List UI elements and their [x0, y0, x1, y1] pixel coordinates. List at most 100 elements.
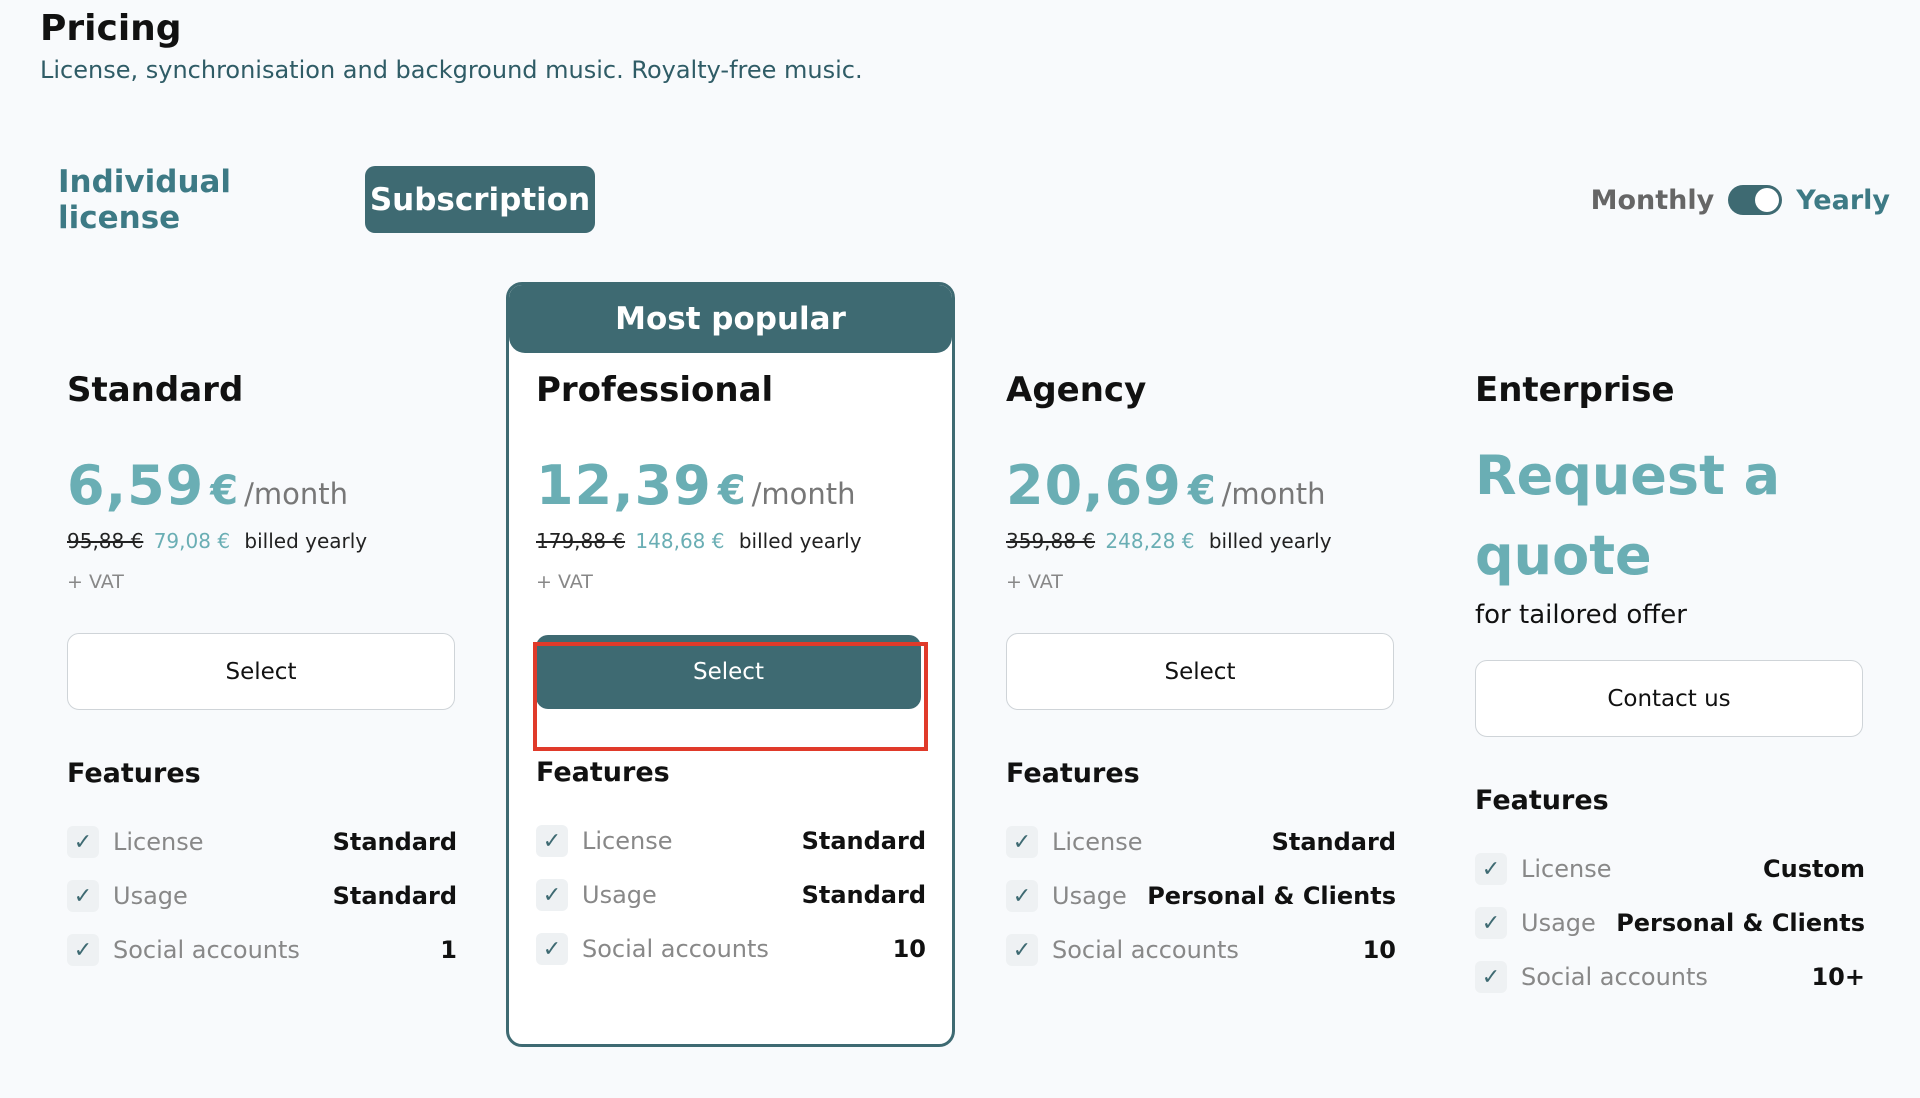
feature-label: License: [582, 827, 673, 855]
features-title: Features: [536, 757, 670, 788]
feature-value: Standard: [801, 827, 926, 855]
new-price: 148,68 €: [635, 529, 725, 553]
feature-value: Standard: [801, 881, 926, 909]
feature-value: 10: [892, 935, 926, 963]
feature-row: ✓ Usage Standard: [67, 869, 457, 923]
feature-label: License: [1521, 855, 1612, 883]
feature-value: 1: [440, 936, 457, 964]
feature-row: ✓ License Custom: [1475, 842, 1865, 896]
select-button-professional[interactable]: Select: [536, 635, 921, 709]
billing-yearly-label[interactable]: Yearly: [1796, 184, 1890, 216]
new-price: 79,08 €: [153, 529, 231, 553]
plan-agency: Agency 20,69 € /month 359,88 € 248,28 € …: [1006, 370, 1396, 1010]
page-subtitle: License, synchronisation and background …: [40, 56, 863, 84]
check-icon: ✓: [67, 934, 99, 966]
feature-list: ✓ License Standard ✓ Usage Standard ✓ Social …: [67, 815, 457, 977]
select-button-agency[interactable]: Select: [1006, 633, 1394, 710]
feature-label: Usage: [1521, 909, 1596, 937]
feature-row: ✓ Social accounts 1: [67, 923, 457, 977]
plan-enterprise: Enterprise Request a quote for tailored …: [1475, 370, 1865, 1010]
feature-label: Social accounts: [582, 935, 769, 963]
check-icon: ✓: [67, 880, 99, 912]
feature-label: Usage: [113, 882, 188, 910]
feature-value: Standard: [332, 828, 457, 856]
contact-us-button[interactable]: Contact us: [1475, 660, 1863, 737]
check-icon: ✓: [536, 879, 568, 911]
price-row: 6,59 € /month: [67, 454, 457, 517]
vat-note: + VAT: [536, 571, 593, 593]
billed-text: billed yearly: [244, 529, 368, 553]
switch-knob: [1755, 188, 1780, 212]
vat-note: + VAT: [1006, 571, 1063, 593]
check-icon: ✓: [1006, 934, 1038, 966]
feature-label: Social accounts: [113, 936, 300, 964]
feature-value: Standard: [332, 882, 457, 910]
check-icon: ✓: [1475, 853, 1507, 885]
tab-subscription[interactable]: Subscription: [365, 166, 595, 233]
plan-standard: Standard 6,59 € /month 95,88 € 79,08 € b…: [67, 370, 457, 1010]
price-currency: €: [210, 468, 239, 514]
price-amount: 20,69: [1006, 454, 1182, 517]
price-period: /month: [751, 477, 856, 511]
price-row: 20,69 € /month: [1006, 454, 1396, 517]
vat-note: + VAT: [67, 571, 124, 593]
price-amount: 12,39: [536, 454, 712, 517]
feature-row: ✓ License Standard: [536, 814, 926, 868]
quote-subtitle: for tailored offer: [1475, 600, 1687, 630]
features-title: Features: [1006, 758, 1140, 789]
feature-label: Usage: [582, 881, 657, 909]
feature-label: License: [1052, 828, 1143, 856]
select-button-standard[interactable]: Select: [67, 633, 455, 710]
price-row: 12,39 € /month: [536, 454, 926, 517]
most-popular-badge: Most popular: [509, 285, 952, 353]
feature-label: License: [113, 828, 204, 856]
billing-monthly-label[interactable]: Monthly: [1590, 184, 1715, 216]
price-period: /month: [244, 477, 348, 511]
feature-value: Personal & Clients: [1147, 882, 1396, 910]
feature-label: Social accounts: [1521, 963, 1708, 991]
price-amount: 6,59: [67, 454, 205, 517]
billed-text: billed yearly: [738, 529, 862, 553]
old-price: 359,88 €: [1006, 529, 1096, 553]
feature-row: ✓ Usage Personal & Clients: [1006, 869, 1396, 923]
new-price: 248,28 €: [1105, 529, 1195, 553]
check-icon: ✓: [67, 826, 99, 858]
feature-value: Custom: [1763, 855, 1865, 883]
plan-name: Professional: [536, 370, 774, 410]
check-icon: ✓: [1475, 961, 1507, 993]
feature-label: Usage: [1052, 882, 1127, 910]
feature-list: ✓ License Custom ✓ Usage Personal & Clients …: [1475, 842, 1865, 1004]
plan-name: Agency: [1006, 370, 1147, 410]
price-period: /month: [1221, 477, 1326, 511]
page-title: Pricing: [40, 8, 182, 49]
price-currency: €: [1187, 468, 1216, 514]
quote-line-1: Request a: [1475, 444, 1781, 507]
old-price: 179,88 €: [536, 529, 626, 553]
check-icon: ✓: [536, 933, 568, 965]
feature-row: ✓ Social accounts 10: [536, 922, 926, 976]
feature-list: ✓ License Standard ✓ Usage Standard ✓ Social …: [536, 814, 926, 976]
billing-switch[interactable]: [1728, 185, 1783, 215]
check-icon: ✓: [1475, 907, 1507, 939]
feature-value: 10: [1362, 936, 1396, 964]
check-icon: ✓: [1006, 826, 1038, 858]
billed-row: 179,88 € 148,68 € billed yearly: [536, 529, 926, 553]
plan-professional: Professional 12,39 € /month 179,88 € 148…: [536, 370, 926, 1010]
billed-row: 95,88 € 79,08 € billed yearly: [67, 529, 457, 553]
old-price: 95,88 €: [67, 529, 144, 553]
feature-row: ✓ Social accounts 10: [1006, 923, 1396, 977]
tab-individual-license[interactable]: Individual license: [58, 163, 232, 236]
feature-label: Social accounts: [1052, 936, 1239, 964]
feature-list: ✓ License Standard ✓ Usage Personal & Client…: [1006, 815, 1396, 977]
plan-name: Enterprise: [1475, 370, 1675, 410]
feature-row: ✓ License Standard: [1006, 815, 1396, 869]
check-icon: ✓: [1006, 880, 1038, 912]
features-title: Features: [1475, 785, 1609, 816]
billed-row: 359,88 € 248,28 € billed yearly: [1006, 529, 1396, 553]
plan-name: Standard: [67, 370, 244, 410]
feature-row: ✓ Usage Standard: [536, 868, 926, 922]
check-icon: ✓: [536, 825, 568, 857]
billing-toggle: Monthly Yearly: [1591, 178, 1890, 222]
price-currency: €: [717, 468, 746, 514]
feature-value: 10+: [1811, 963, 1865, 991]
